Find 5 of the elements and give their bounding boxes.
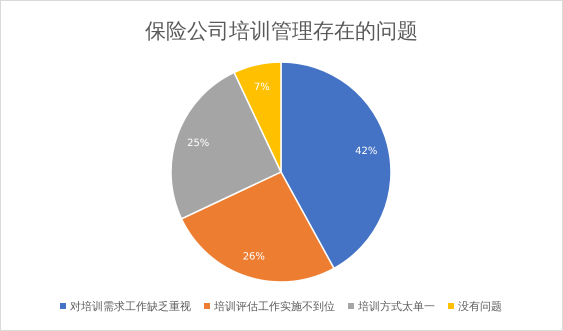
legend-label: 没有问题 bbox=[458, 300, 502, 313]
title: 保险公司培训管理存在的问题 bbox=[145, 19, 418, 43]
legend-label: 培训方式太单一 bbox=[357, 300, 435, 313]
legend-label: 对培训需求工作缺乏重视 bbox=[70, 300, 191, 313]
legend-label: 培训评估工作实施不到位 bbox=[213, 300, 335, 313]
